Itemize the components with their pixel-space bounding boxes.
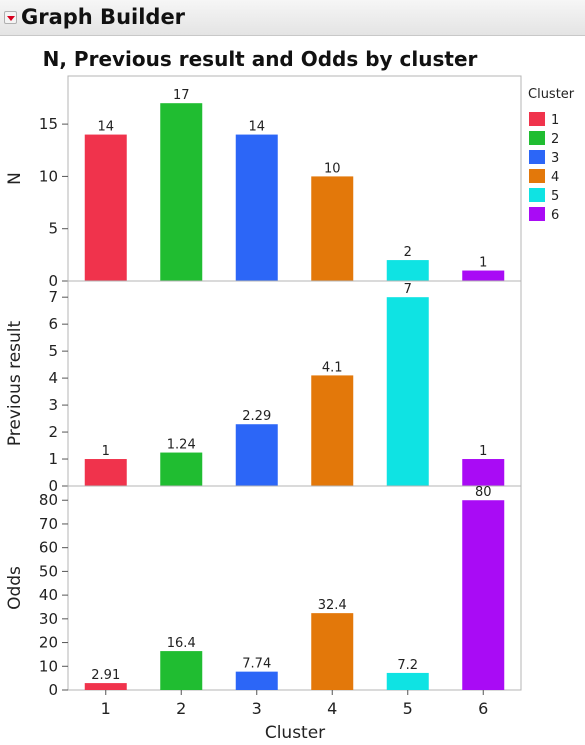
- x-axis-label: Cluster: [265, 723, 325, 743]
- x-tick-label: 4: [327, 699, 337, 718]
- panel-frame: [67, 75, 522, 282]
- y-tick-label: 15: [39, 115, 58, 133]
- data-label: 17: [173, 88, 190, 103]
- y-tick-label: 60: [39, 539, 58, 557]
- bar-cluster-1: [84, 134, 127, 281]
- data-label: 32.4: [318, 598, 347, 613]
- data-label: 14: [248, 120, 265, 135]
- legend-label-5: 5: [551, 189, 559, 204]
- y-tick-label: 3: [48, 396, 58, 414]
- bar-cluster-3: [235, 424, 278, 486]
- bar-cluster-4: [311, 613, 354, 690]
- x-axis: 1 2 3 4 5 6: [101, 690, 488, 718]
- data-label: 80: [475, 485, 492, 500]
- bar-cluster-5: [386, 260, 429, 281]
- bar-cluster-1: [84, 683, 127, 690]
- y-tick-label: 0: [48, 272, 58, 290]
- x-tick-label: 1: [101, 699, 111, 718]
- y-tick-label: 5: [48, 220, 58, 238]
- y-tick-label: 7: [48, 288, 58, 306]
- bar-cluster-4: [311, 375, 354, 486]
- bar-cluster-6: [462, 459, 505, 486]
- panel-frame: [67, 280, 522, 487]
- y-tick-label: 0: [48, 477, 58, 495]
- data-label: 4.1: [322, 360, 343, 375]
- panel-1: 0 5 10 15 N 14 17 14 10 2 1: [5, 75, 522, 290]
- data-label: 10: [324, 161, 341, 176]
- legend-title: Cluster: [528, 87, 575, 102]
- legend: Cluster 1 2 3 4 5 6: [528, 87, 575, 223]
- bar-cluster-3: [235, 671, 278, 690]
- legend-swatch-1: [529, 112, 545, 126]
- legend-swatch-2: [529, 131, 545, 145]
- x-tick-label: 3: [252, 699, 262, 718]
- x-tick-label: 5: [403, 699, 413, 718]
- data-label: 7.74: [242, 657, 271, 672]
- data-label: 14: [97, 120, 114, 135]
- panel-2: 0 1 2 3 4 5 6 7 Previous result 1 1.24 2.29 4.1 7 1: [5, 280, 522, 495]
- legend-label-2: 2: [551, 132, 559, 147]
- data-label: 2.91: [91, 668, 120, 683]
- y-tick-label: 10: [39, 657, 58, 675]
- bar-cluster-3: [235, 134, 278, 281]
- chart-title: N, Previous result and Odds by cluster: [43, 47, 478, 71]
- y-axis-label: Previous result: [5, 320, 25, 446]
- panel-frame: [67, 485, 522, 691]
- y-tick-label: 0: [48, 681, 58, 699]
- bar-cluster-2: [160, 103, 203, 281]
- legend-label-6: 6: [551, 208, 559, 223]
- y-tick-label: 50: [39, 562, 58, 580]
- y-tick-label: 2: [48, 423, 58, 441]
- data-label: 2.29: [242, 409, 271, 424]
- graph-builder-titlebar: Graph Builder: [0, 0, 585, 36]
- bar-cluster-6: [462, 270, 505, 281]
- y-tick-label: 80: [39, 491, 58, 509]
- y-tick-label: 40: [39, 586, 58, 604]
- legend-label-3: 3: [551, 151, 559, 166]
- y-tick-label: 1: [48, 450, 58, 468]
- bar-cluster-6: [462, 500, 505, 690]
- bar-cluster-5: [386, 672, 429, 690]
- bar-cluster-5: [386, 297, 429, 486]
- x-tick-label: 6: [478, 699, 488, 718]
- y-tick-label: 20: [39, 634, 58, 652]
- y-axis-label: Odds: [5, 566, 25, 610]
- y-tick-label: 30: [39, 610, 58, 628]
- legend-label-1: 1: [551, 113, 559, 128]
- y-tick-label: 10: [39, 167, 58, 185]
- y-tick-label: 6: [48, 315, 58, 333]
- y-tick-label: 4: [48, 369, 58, 387]
- y-tick-label: 5: [48, 342, 58, 360]
- data-label: 2: [404, 245, 412, 260]
- panel-3: 0 10 20 30 40 50 60 70 80 Odds 2.91 16.4 7.74 32.4 7.2…: [5, 485, 522, 699]
- disclosure-triangle-icon[interactable]: [4, 11, 17, 24]
- data-label: 1: [479, 444, 487, 459]
- data-label: 1: [102, 444, 110, 459]
- data-label: 16.4: [167, 636, 196, 651]
- bar-cluster-1: [84, 459, 127, 486]
- app-title: Graph Builder: [21, 5, 186, 29]
- y-tick-label: 70: [39, 515, 58, 533]
- data-label: 7.2: [397, 658, 418, 673]
- bar-cluster-2: [160, 651, 203, 690]
- data-label: 1.24: [167, 438, 196, 453]
- legend-swatch-5: [529, 188, 545, 202]
- bar-cluster-2: [160, 452, 203, 486]
- legend-swatch-6: [529, 207, 545, 221]
- bar-cluster-4: [311, 176, 354, 281]
- legend-swatch-4: [529, 169, 545, 183]
- data-label: 1: [479, 256, 487, 271]
- data-label: 7: [404, 282, 412, 297]
- legend-label-4: 4: [551, 170, 559, 185]
- y-axis-label: N: [5, 172, 25, 185]
- legend-swatch-3: [529, 150, 545, 164]
- x-tick-label: 2: [176, 699, 186, 718]
- chart: N, Previous result and Odds by cluster 0…: [5, 47, 575, 743]
